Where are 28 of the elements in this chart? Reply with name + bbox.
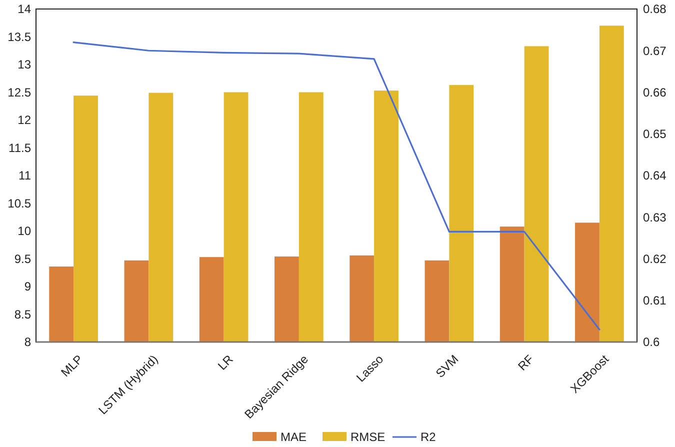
legend-label: R2: [420, 430, 436, 444]
y2-tick-label: 0.64: [643, 168, 667, 183]
y2-tick-label: 0.6: [643, 335, 660, 350]
y2-tick-label: 0.63: [643, 210, 667, 224]
y-tick-label: 8: [24, 335, 32, 350]
y2-tick-label: 0.61: [643, 294, 667, 308]
y-tick-label: 11: [18, 168, 32, 183]
y-tick-label: 10.5: [8, 196, 32, 210]
x-tick-label: RF: [515, 352, 536, 374]
line-series: [72, 42, 600, 330]
y-tick-label: 9: [24, 280, 32, 294]
y2-tick-label: 0.62: [643, 252, 667, 266]
y-tick-label: 9.5: [14, 252, 32, 266]
x-tick-label: LR: [215, 352, 236, 373]
y-tick-label: 13.5: [8, 30, 32, 44]
y2-tick-label: 0.68: [643, 2, 667, 16]
y2-tick-label: 0.66: [643, 85, 667, 100]
y-tick-label: 12: [18, 113, 32, 128]
legend-label: RMSE: [350, 430, 386, 444]
y2-tick-label: 0.65: [643, 127, 667, 142]
y-tick-label: 11.5: [8, 140, 32, 155]
y-tick-label: 12.5: [8, 85, 32, 100]
legend-label: MAE: [280, 430, 307, 444]
y-tick-label: 13: [18, 58, 32, 72]
y-tick-label: 10: [18, 224, 32, 238]
y-tick-label: 14: [18, 2, 32, 16]
y-tick-label: 8.5: [14, 307, 32, 322]
y2-tick-label: 0.67: [643, 44, 667, 58]
